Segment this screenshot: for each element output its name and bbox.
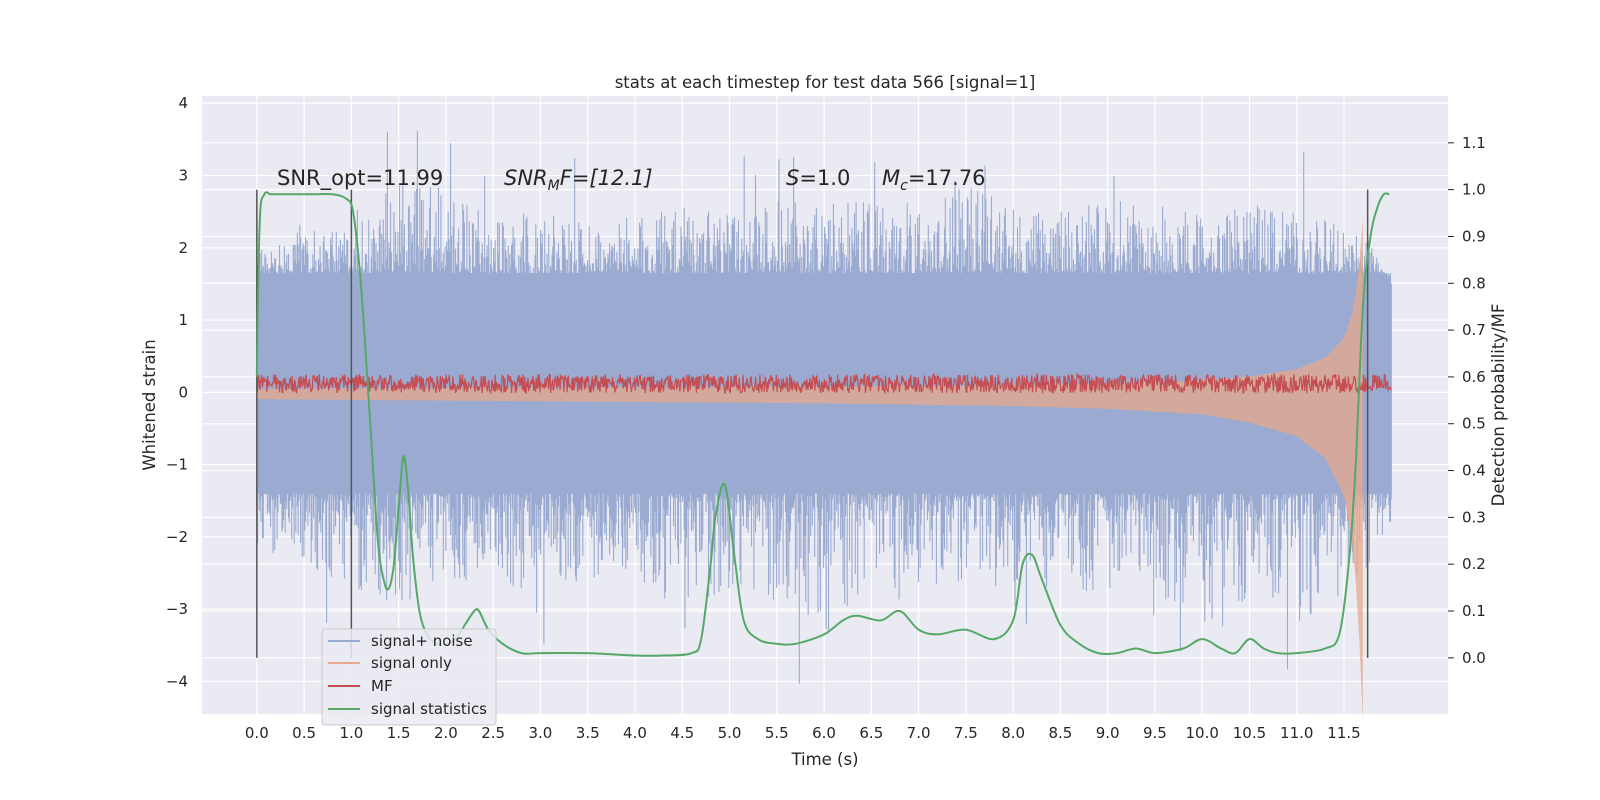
x-tick-label: 2.0 bbox=[434, 724, 458, 742]
x-tick-label: 8.0 bbox=[1001, 724, 1025, 742]
x-tick-label: 2.5 bbox=[481, 724, 505, 742]
y-right-tick-label: 0.1 bbox=[1462, 602, 1486, 620]
x-tick-label: 5.5 bbox=[765, 724, 789, 742]
y-right-tick-label: 0.3 bbox=[1462, 508, 1486, 526]
annotation-snr-mf-value: F=[12.1] bbox=[560, 166, 653, 190]
annotation-s: S=1.0 bbox=[786, 166, 850, 190]
series-mf bbox=[256, 372, 1392, 395]
y-right-tick-label: 0.0 bbox=[1462, 649, 1486, 667]
annotation-mc-value: =17.76 bbox=[908, 166, 986, 190]
y-axis-label: Whitened strain bbox=[140, 339, 159, 470]
annotation-mc-symbol: M bbox=[882, 166, 900, 190]
x-tick-label: 3.0 bbox=[529, 724, 553, 742]
legend: signal+ noise signal only MF signal stat… bbox=[321, 628, 497, 726]
annotations: SNR_opt=11.99 SNRMF=[12.1] S=1.0 Mc=17.7… bbox=[277, 166, 986, 194]
y-tick-label: 4 bbox=[178, 94, 188, 112]
y-tick-label: 2 bbox=[178, 239, 188, 257]
x-tick-label: 10.5 bbox=[1233, 724, 1266, 742]
x-tick-label: 7.5 bbox=[954, 724, 978, 742]
y-right-tick-label: 0.4 bbox=[1462, 462, 1486, 480]
annotation-s-value: =1.0 bbox=[799, 166, 850, 190]
y-tick-label: 1 bbox=[178, 311, 188, 329]
y-right-tick-label: 0.7 bbox=[1462, 321, 1486, 339]
x-tick-label: 10.0 bbox=[1186, 724, 1219, 742]
x-tick-label: 4.0 bbox=[623, 724, 647, 742]
legend-box bbox=[321, 628, 497, 726]
x-tick-label: 1.5 bbox=[387, 724, 411, 742]
x-tick-label: 3.5 bbox=[576, 724, 600, 742]
x-tick-label: 0.5 bbox=[292, 724, 316, 742]
legend-label-signal-noise: signal+ noise bbox=[371, 632, 473, 650]
x-tick-label: 5.0 bbox=[718, 724, 742, 742]
x-tick-label: 8.5 bbox=[1048, 724, 1072, 742]
annotation-mc: Mc=17.76 bbox=[882, 166, 986, 194]
y-right-tick-label: 0.8 bbox=[1462, 274, 1486, 292]
x-tick-label: 6.0 bbox=[812, 724, 836, 742]
x-axis-label: Time (s) bbox=[790, 750, 858, 769]
annotation-s-symbol: S bbox=[786, 166, 799, 190]
y-tick-label: −2 bbox=[166, 528, 188, 546]
y-right-tick-label: 0.2 bbox=[1462, 555, 1486, 573]
y-tick-label: 0 bbox=[178, 383, 188, 401]
annotation-snr-opt: SNR_opt=11.99 bbox=[277, 166, 443, 191]
x-tick-label: 9.5 bbox=[1143, 724, 1167, 742]
y-right-axis-label: Detection probability/MF bbox=[1489, 304, 1508, 507]
data-layer bbox=[255, 130, 1392, 722]
x-tick-label: 6.5 bbox=[859, 724, 883, 742]
legend-label-signal-only: signal only bbox=[371, 654, 452, 672]
y-right-tick-label: 0.5 bbox=[1462, 415, 1486, 433]
series-signal-statistics bbox=[255, 191, 1390, 657]
x-tick-label: 0.0 bbox=[245, 724, 269, 742]
x-tick-label: 4.5 bbox=[670, 724, 694, 742]
x-tick-label: 11.5 bbox=[1327, 724, 1360, 742]
ticks: 0.0 0.5 1.0 1.5 2.0 2.5 3.0 3.5 4.0 4.5 5.0 5.5 6.0 6… bbox=[166, 94, 1486, 742]
y-right-tick-label: 0.6 bbox=[1462, 368, 1486, 386]
y-tick-label: 3 bbox=[178, 167, 188, 185]
legend-label-signal-statistics: signal statistics bbox=[371, 700, 487, 718]
chart-title: stats at each timestep for test data 566… bbox=[615, 73, 1036, 92]
legend-label-mf: MF bbox=[371, 677, 393, 695]
y-tick-label: −4 bbox=[166, 672, 188, 690]
y-right-tick-label: 1.0 bbox=[1462, 181, 1486, 199]
x-tick-label: 7.0 bbox=[907, 724, 931, 742]
y-tick-label: −1 bbox=[166, 456, 188, 474]
x-tick-label: 9.0 bbox=[1096, 724, 1120, 742]
annotation-mc-subscript: c bbox=[900, 178, 908, 194]
y-tick-label: −3 bbox=[166, 600, 188, 618]
annotation-snr-mf: SNRMF=[12.1] bbox=[504, 166, 653, 194]
annotation-snr-mf-symbol: SNR bbox=[504, 166, 548, 190]
y-right-tick-label: 0.9 bbox=[1462, 227, 1486, 245]
y-right-tick-label: 1.1 bbox=[1462, 134, 1486, 152]
annotation-snr-mf-subscript: M bbox=[548, 178, 560, 194]
x-tick-label: 11.0 bbox=[1280, 724, 1313, 742]
x-tick-label: 1.0 bbox=[339, 724, 363, 742]
